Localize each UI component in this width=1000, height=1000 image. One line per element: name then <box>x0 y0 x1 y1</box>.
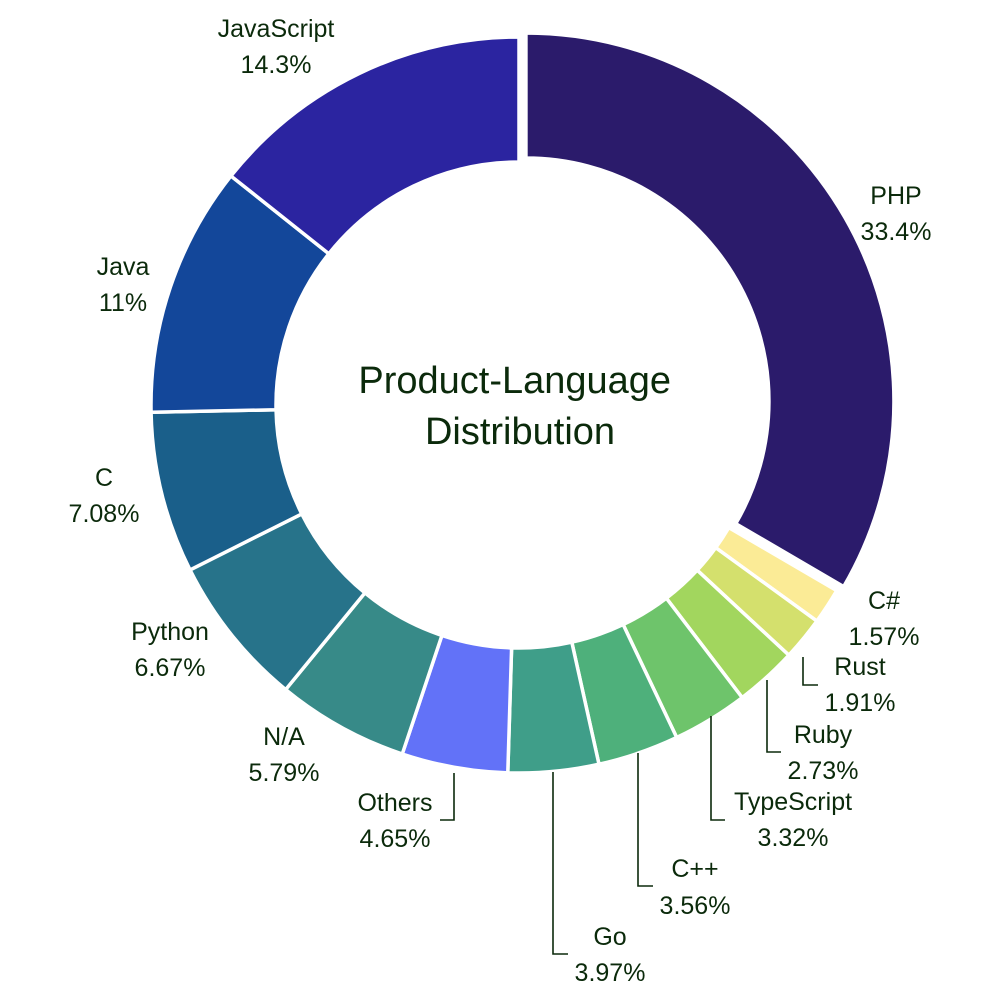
slice-value-csharp: 1.57% <box>849 623 920 651</box>
leader-line-go <box>552 772 568 955</box>
slice-php[interactable] <box>524 31 896 589</box>
slices-group <box>149 31 896 775</box>
slice-label-java: Java <box>97 253 150 281</box>
slice-label-c: C <box>95 464 113 492</box>
slice-value-java: 11% <box>99 289 147 317</box>
slice-label-javascript: JavaScript <box>218 15 335 43</box>
slice-label-csharp: C# <box>868 587 900 615</box>
slice-label-go: Go <box>593 923 626 951</box>
slice-value-others: 4.65% <box>360 825 431 853</box>
slice-value-python: 6.67% <box>135 654 206 682</box>
slice-value-n-a: 5.79% <box>249 759 320 787</box>
leader-line-others <box>440 773 455 821</box>
chart-title-line-2: Distribution <box>425 411 615 453</box>
slice-value-typescript: 3.32% <box>758 824 829 852</box>
slice-label-php: PHP <box>870 182 921 210</box>
slice-label-cpp: C++ <box>671 855 718 883</box>
slice-value-cpp: 3.56% <box>660 892 731 920</box>
slice-labels-group: PHP 33.4% C# 1.57%Rust 1.91% Ruby 2.73% TypeScr… <box>69 15 932 987</box>
slice-label-python: Python <box>131 618 209 646</box>
slice-value-go: 3.97% <box>575 959 646 987</box>
leader-line-cpp <box>637 753 653 887</box>
slice-label-others: Others <box>357 789 432 817</box>
slice-label-ruby: Ruby <box>794 721 853 749</box>
slice-value-c: 7.08% <box>69 500 140 528</box>
leader-lines-group <box>440 657 818 955</box>
leader-line-ruby <box>766 680 781 753</box>
slice-value-rust: 1.91% <box>825 689 896 717</box>
chart-title-line-1: Product-Language <box>358 360 671 402</box>
chart-title: Product-Language Distribution <box>358 360 681 453</box>
slice-value-javascript: 14.3% <box>241 51 312 79</box>
slice-value-ruby: 2.73% <box>788 757 859 785</box>
slice-label-n-a: N/A <box>263 723 305 751</box>
leader-line-rust <box>802 657 818 686</box>
slice-label-typescript: TypeScript <box>734 788 852 816</box>
slice-value-php: 33.4% <box>861 218 932 246</box>
slice-label-rust: Rust <box>834 653 885 681</box>
slice-javascript[interactable] <box>229 35 521 256</box>
leader-line-typescript <box>710 716 725 821</box>
